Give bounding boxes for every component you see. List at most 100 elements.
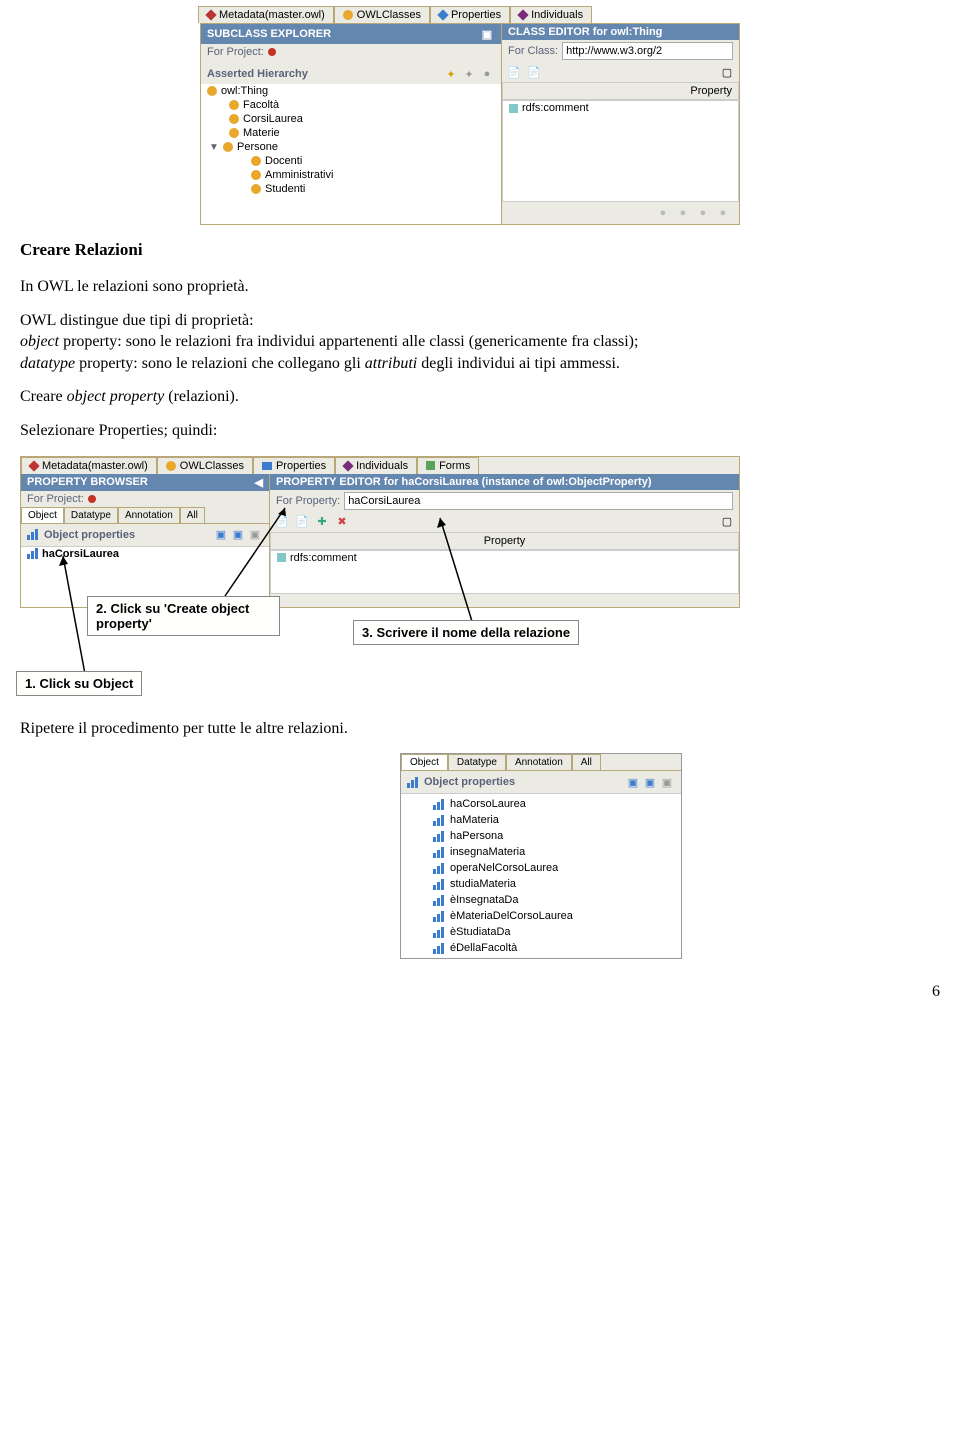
- create-property-icon[interactable]: ▣: [213, 527, 229, 543]
- tree-item[interactable]: Studenti: [201, 182, 501, 196]
- asserted-hierarchy-label: Asserted Hierarchy: [207, 68, 308, 80]
- class-icon: [207, 86, 217, 96]
- window-icon: ▣: [479, 26, 495, 42]
- object-properties-label: Object properties: [44, 529, 135, 541]
- table-row[interactable]: rdfs:comment: [503, 101, 738, 115]
- right-panel-header: CLASS EDITOR for owl:Thing: [502, 24, 739, 40]
- note2-icon[interactable]: 📄: [526, 64, 542, 80]
- btn-icon[interactable]: ●: [695, 205, 711, 221]
- for-class-input[interactable]: http://www.w3.org/2: [562, 42, 733, 60]
- list-item[interactable]: haCorsiLaurea: [21, 547, 269, 561]
- list-item[interactable]: haPersona: [401, 828, 681, 844]
- subtab-datatype[interactable]: Datatype: [448, 754, 506, 770]
- property-cell: rdfs:comment: [522, 102, 589, 114]
- btn-icon[interactable]: ●: [675, 205, 691, 221]
- tab[interactable]: OWLClasses: [334, 6, 430, 23]
- class-icon: [223, 142, 233, 152]
- tab-label: Metadata(master.owl): [42, 460, 148, 472]
- project-dot-icon: [268, 48, 276, 56]
- property-icon: [433, 943, 444, 954]
- tree-item[interactable]: CorsiLaurea: [201, 112, 501, 126]
- list-item[interactable]: èStudiataDa: [401, 924, 681, 940]
- list-item[interactable]: èInsegnataDa: [401, 892, 681, 908]
- list-item[interactable]: éDellaFacoltà: [401, 940, 681, 956]
- add-class-icon[interactable]: ✦: [443, 66, 459, 82]
- collapse-icon[interactable]: ◀: [255, 476, 263, 489]
- subtab-datatype[interactable]: Datatype: [64, 507, 118, 523]
- note-do-icon[interactable]: 📄: [294, 514, 310, 530]
- project-dot-icon: [88, 495, 96, 503]
- create-property-icon[interactable]: ▣: [625, 774, 641, 790]
- tree-item[interactable]: Amministrativi: [201, 168, 501, 182]
- property-icon: [433, 847, 444, 858]
- class-icon: [229, 114, 239, 124]
- subtab-all[interactable]: All: [180, 507, 205, 523]
- create-subproperty-icon[interactable]: ▣: [642, 774, 658, 790]
- class-label: Facoltà: [243, 99, 279, 111]
- annotation-icon: [277, 553, 286, 562]
- subtab-object[interactable]: Object: [401, 754, 448, 770]
- edit-icon[interactable]: ▢: [719, 514, 735, 530]
- list-item[interactable]: haCorsoLaurea: [401, 796, 681, 812]
- btn-icon[interactable]: ●: [715, 205, 731, 221]
- subtab-all[interactable]: All: [572, 754, 601, 770]
- tab[interactable]: Individuals: [510, 6, 592, 23]
- list-item[interactable]: haMateria: [401, 812, 681, 828]
- tree-item[interactable]: owl:Thing: [201, 84, 501, 98]
- list-item[interactable]: insegnaMateria: [401, 844, 681, 860]
- property-name: operaNelCorsoLaurea: [450, 862, 558, 874]
- class-icon: [251, 156, 261, 166]
- for-project-label: For Project:: [207, 46, 264, 58]
- add-icon[interactable]: ✚: [314, 514, 330, 530]
- callout-2: 2. Click su 'Create object property': [87, 596, 280, 636]
- delete-property-icon[interactable]: ▣: [247, 527, 263, 543]
- create-subproperty-icon[interactable]: ▣: [230, 527, 246, 543]
- delete-property-icon[interactable]: ▣: [659, 774, 675, 790]
- tab-label: OWLClasses: [357, 9, 421, 21]
- tree-item[interactable]: Docenti: [201, 154, 501, 168]
- tree-item[interactable]: Materie: [201, 126, 501, 140]
- property-editor-header: PROPERTY EDITOR for haCorsiLaurea (insta…: [270, 474, 739, 490]
- subtab-object[interactable]: Object: [21, 507, 64, 523]
- property-icon: [433, 879, 444, 890]
- property-column-header: Property: [270, 532, 739, 550]
- note-icon[interactable]: 📄: [506, 64, 522, 80]
- tab[interactable]: Forms: [417, 457, 479, 474]
- list-item[interactable]: studiaMateria: [401, 876, 681, 892]
- tab[interactable]: Metadata(master.owl): [21, 457, 157, 474]
- tab-label: Properties: [451, 9, 501, 21]
- tree-item[interactable]: Facoltà: [201, 98, 501, 112]
- for-property-input[interactable]: haCorsiLaurea: [344, 492, 733, 510]
- tab[interactable]: Properties: [253, 457, 335, 474]
- expand-arrow-icon[interactable]: ▼: [209, 142, 219, 153]
- class-label: CorsiLaurea: [243, 113, 303, 125]
- class-icon: [251, 170, 261, 180]
- page-number: 6: [20, 983, 940, 1001]
- btn-icon[interactable]: ●: [655, 205, 671, 221]
- paragraph: Creare object property (relazioni).: [20, 386, 940, 408]
- tab[interactable]: Individuals: [335, 457, 417, 474]
- property-name: haMateria: [450, 814, 499, 826]
- delete-class-icon[interactable]: ●: [479, 66, 495, 82]
- tab-icon: [28, 460, 39, 471]
- section-heading: Creare Relazioni: [20, 239, 940, 262]
- list-item[interactable]: èMateriaDelCorsoLaurea: [401, 908, 681, 924]
- note-icon[interactable]: 📄: [274, 514, 290, 530]
- tab[interactable]: OWLClasses: [157, 457, 253, 474]
- tab-label: Properties: [276, 460, 326, 472]
- list-item[interactable]: operaNelCorsoLaurea: [401, 860, 681, 876]
- subtab-annotation[interactable]: Annotation: [118, 507, 180, 523]
- table-row[interactable]: rdfs:comment: [271, 551, 738, 565]
- tree-item[interactable]: ▼Persone: [201, 140, 501, 154]
- for-property-label: For Property:: [276, 495, 340, 507]
- property-icon: [433, 831, 444, 842]
- tab[interactable]: Properties: [430, 6, 510, 23]
- edit-icon[interactable]: ▢: [719, 64, 735, 80]
- tab-icon: [342, 460, 353, 471]
- delete-icon[interactable]: ✖: [334, 514, 350, 530]
- screenshot3: ObjectDatatypeAnnotationAll Object prope…: [400, 753, 682, 959]
- subtab-annotation[interactable]: Annotation: [506, 754, 572, 770]
- tab[interactable]: Metadata(master.owl): [198, 6, 334, 23]
- add-subclass-icon[interactable]: ✦: [461, 66, 477, 82]
- tab-label: Metadata(master.owl): [219, 9, 325, 21]
